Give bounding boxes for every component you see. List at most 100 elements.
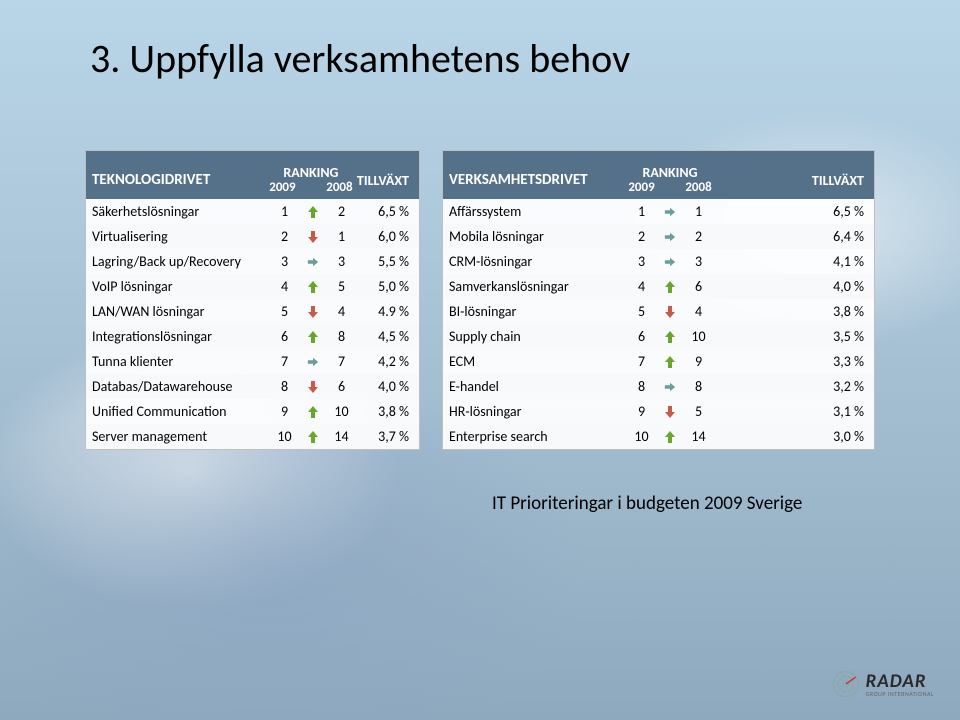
- table-row: ECM793,3 %: [443, 349, 874, 374]
- table-row: Lagring/Back up/Recovery335,5 %: [86, 249, 419, 274]
- table-row: Virtualisering216,0 %: [86, 224, 419, 249]
- row-growth: 3,5 %: [716, 328, 874, 345]
- table-header: VERKSAMHETSDRIVETRANKING20092008TILLVÄXT: [443, 151, 874, 199]
- trend-arrow-icon: [659, 405, 681, 419]
- row-growth: 6,5 %: [716, 203, 874, 220]
- row-growth: 6,4 %: [716, 228, 874, 245]
- row-growth: 4,0 %: [716, 278, 874, 295]
- trend-arrow-icon: [302, 230, 324, 244]
- row-growth: 3,0 %: [716, 428, 874, 445]
- row-name: Lagring/Back up/Recovery: [86, 253, 267, 270]
- trend-arrow-icon: [659, 205, 681, 219]
- slide-background: 3. Uppfylla verksamhetens behov TEKNOLOG…: [0, 0, 960, 720]
- trend-arrow-icon: [302, 355, 324, 369]
- row-growth: 6,5 %: [359, 203, 419, 220]
- trend-arrow-icon: [659, 380, 681, 394]
- row-name: Samverkanslösningar: [443, 278, 624, 295]
- trend-arrow-icon: [659, 230, 681, 244]
- table-row: HR-lösningar953,1 %: [443, 399, 874, 424]
- row-rank-2009: 5: [624, 303, 659, 320]
- row-rank-2008: 5: [324, 278, 359, 295]
- row-rank-2008: 3: [681, 253, 716, 270]
- row-rank-2009: 7: [267, 353, 302, 370]
- row-growth: 6,0 %: [359, 228, 419, 245]
- row-rank-2008: 5: [681, 403, 716, 420]
- trend-arrow-icon: [302, 330, 324, 344]
- table-row: Databas/Datawarehouse864,0 %: [86, 374, 419, 399]
- trend-arrow-icon: [659, 355, 681, 369]
- row-rank-2008: 8: [324, 328, 359, 345]
- row-rank-2009: 5: [267, 303, 302, 320]
- table-row: Säkerhetslösningar126,5 %: [86, 199, 419, 224]
- trend-arrow-icon: [302, 205, 324, 219]
- table-row: Integrationslösningar6 84,5 %: [86, 324, 419, 349]
- radar-icon: [832, 670, 860, 698]
- row-rank-2008: 1: [324, 228, 359, 245]
- row-rank-2009: 3: [267, 253, 302, 270]
- trend-arrow-icon: [659, 280, 681, 294]
- table-row: Samverkanslösningar464,0 %: [443, 274, 874, 299]
- logo-text-sub: GROUP INTERNATIONAL: [866, 691, 934, 697]
- row-growth: 4,0 %: [359, 378, 419, 395]
- row-rank-2008: 9: [681, 353, 716, 370]
- table-row: Tunna klienter774,2 %: [86, 349, 419, 374]
- row-rank-2008: 3: [324, 253, 359, 270]
- row-growth: 3,2 %: [716, 378, 874, 395]
- row-rank-2009: 8: [624, 378, 659, 395]
- row-rank-2009: 7: [624, 353, 659, 370]
- trend-arrow-icon: [302, 255, 324, 269]
- row-name: Affärssystem: [443, 203, 624, 220]
- row-rank-2008: 2: [681, 228, 716, 245]
- table-row: Enterprise search10 143,0 %: [443, 424, 874, 449]
- table-row: BI-lösningar543,8 %: [443, 299, 874, 324]
- row-name: Unified Communication: [86, 403, 267, 420]
- row-rank-2008: 1: [681, 203, 716, 220]
- row-name: E-handel: [443, 378, 624, 395]
- company-logo: RADAR GROUP INTERNATIONAL: [832, 670, 934, 698]
- row-growth: 3,3 %: [716, 353, 874, 370]
- row-rank-2008: 6: [324, 378, 359, 395]
- row-name: Supply chain: [443, 328, 624, 345]
- logo-text-main: RADAR: [866, 672, 934, 691]
- row-growth: 4.9 %: [359, 303, 419, 320]
- row-name: Mobila lösningar: [443, 228, 624, 245]
- row-rank-2009: 2: [267, 228, 302, 245]
- row-rank-2009: 2: [624, 228, 659, 245]
- row-name: VoIP lösningar: [86, 278, 267, 295]
- table-header: TEKNOLOGIDRIVETRANKING20092008TILLVÄXT: [86, 151, 419, 199]
- trend-arrow-icon: [302, 430, 324, 444]
- row-rank-2009: 10: [624, 428, 659, 445]
- row-rank-2009: 1: [267, 203, 302, 220]
- row-name: Server management: [86, 428, 267, 445]
- row-growth: 4,2 %: [359, 353, 419, 370]
- row-growth: 5,0 %: [359, 278, 419, 295]
- row-rank-2009: 3: [624, 253, 659, 270]
- row-rank-2008: 8: [681, 378, 716, 395]
- row-name: Säkerhetslösningar: [86, 203, 267, 220]
- row-rank-2008: 10: [324, 403, 359, 420]
- row-rank-2008: 14: [681, 428, 716, 445]
- row-rank-2009: 4: [624, 278, 659, 295]
- table-verksamhetsdrivet: VERKSAMHETSDRIVETRANKING20092008TILLVÄXT…: [442, 150, 875, 450]
- row-growth: 3,8 %: [359, 403, 419, 420]
- table-teknologidrivet: TEKNOLOGIDRIVETRANKING20092008TILLVÄXTSä…: [85, 150, 420, 450]
- trend-arrow-icon: [302, 380, 324, 394]
- trend-arrow-icon: [659, 430, 681, 444]
- trend-arrow-icon: [302, 280, 324, 294]
- row-rank-2008: 10: [681, 328, 716, 345]
- table-row: CRM-lösningar334,1 %: [443, 249, 874, 274]
- trend-arrow-icon: [659, 255, 681, 269]
- table-row: Mobila lösningar226,4 %: [443, 224, 874, 249]
- row-name: Enterprise search: [443, 428, 624, 445]
- row-rank-2009: 4: [267, 278, 302, 295]
- row-rank-2008: 7: [324, 353, 359, 370]
- trend-arrow-icon: [659, 330, 681, 344]
- trend-arrow-icon: [302, 305, 324, 319]
- row-growth: 4,5 %: [359, 328, 419, 345]
- trend-arrow-icon: [659, 305, 681, 319]
- row-rank-2009: 6: [267, 328, 302, 345]
- row-rank-2009: 8: [267, 378, 302, 395]
- row-name: Integrationslösningar: [86, 328, 267, 345]
- table-row: Server management10143,7 %: [86, 424, 419, 449]
- table-row: VoIP lösningar4 55,0 %: [86, 274, 419, 299]
